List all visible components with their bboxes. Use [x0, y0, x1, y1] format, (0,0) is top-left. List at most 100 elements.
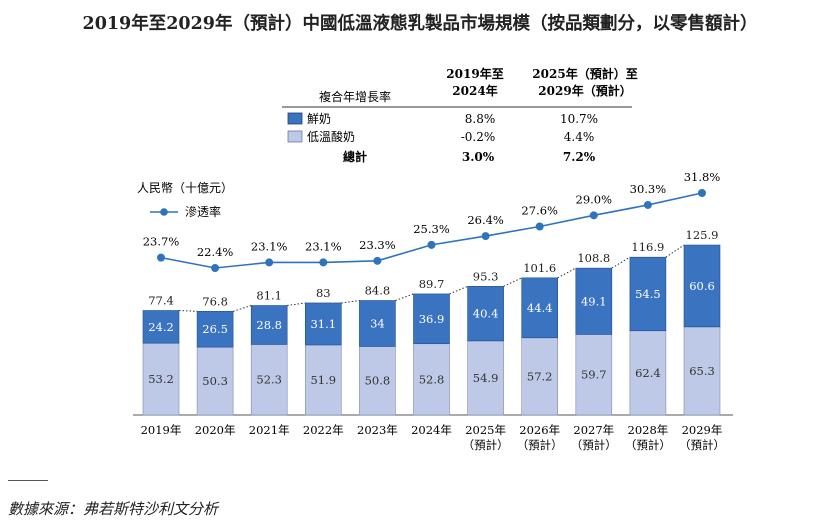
legend-swatch-yogurt [287, 130, 303, 143]
penetration-label: 31.8% [684, 170, 721, 184]
penetration-line-group [157, 189, 706, 272]
value-label-fresh-milk: 28.8 [256, 318, 282, 332]
penetration-point [535, 222, 544, 231]
bar-yogurt [467, 340, 504, 416]
penetration-point [481, 232, 490, 241]
total-connector [503, 277, 522, 287]
cagr-col2-line2: 2029年（預計） [538, 83, 631, 98]
x-tick-label: 2023年 [357, 423, 398, 437]
cagr-row-fresh-v2: 10.7% [560, 112, 598, 126]
penetration-label: 29.0% [576, 192, 613, 206]
value-label-yogurt: 59.7 [581, 368, 607, 382]
penetration-label: 30.3% [630, 182, 667, 196]
bar-fresh-milk [575, 267, 613, 335]
value-label-yogurt: 62.4 [635, 366, 661, 380]
bar-fresh-milk [196, 311, 234, 348]
x-tick-sublabel: （預計） [679, 438, 725, 452]
penetration-label: 23.7% [143, 235, 180, 249]
bar-yogurt [304, 344, 342, 416]
cagr-table: 複合年增長率 2019年至 2024年 2025年（預計）至 2029年（預計）… [282, 66, 638, 164]
penetration-point [265, 258, 274, 267]
legend-swatch-fresh-milk [287, 112, 303, 125]
total-connector [611, 256, 631, 269]
bar-fresh-milk [304, 302, 342, 346]
cagr-total-v1: 3.0% [462, 150, 495, 164]
label-group: 53.2 24.2 77.4 2019年 23.7% 50.3 26.5 76.8 2020年 2… [141, 170, 725, 452]
value-label-fresh-milk: 44.4 [527, 301, 553, 315]
cagr-row-yogurt-v1: -0.2% [461, 130, 496, 144]
value-label-yogurt: 51.9 [310, 373, 336, 387]
value-label-total: 76.8 [202, 294, 228, 308]
total-connector-group [178, 244, 685, 312]
value-label-yogurt: 52.8 [419, 372, 445, 386]
total-connector [449, 285, 468, 295]
value-label-total: 95.3 [473, 269, 499, 283]
x-tick-sublabel: （預計） [517, 438, 563, 452]
cagr-row-label-yogurt: 低溫酸奶 [307, 129, 355, 144]
value-label-fresh-milk: 54.5 [635, 287, 661, 301]
source-divider [8, 480, 48, 481]
value-label-fresh-milk: 31.1 [310, 317, 336, 331]
cagr-col2-line1: 2025年（預計）至 [532, 66, 637, 81]
total-connector [395, 293, 414, 301]
x-tick-label: 2020年 [195, 423, 236, 437]
total-connector [341, 300, 360, 304]
bar-yogurt [250, 344, 288, 416]
value-label-fresh-milk: 26.5 [202, 322, 228, 336]
chart-title: 2019年至2029年（預計）中國低溫液態乳製品市場規模（按品類劃分，以零售額計… [82, 14, 758, 34]
x-tick-label: 2026年 [519, 423, 560, 437]
value-label-fresh-milk: 60.6 [689, 279, 715, 293]
cagr-col1-line1: 2019年至 [446, 66, 503, 81]
value-label-total: 77.4 [148, 294, 174, 308]
value-label-total: 108.8 [577, 251, 610, 265]
x-tick-sublabel: （預計） [463, 438, 509, 452]
x-tick-label: 2025年 [465, 423, 506, 437]
bar-yogurt [683, 326, 721, 416]
cagr-row-yogurt-v2: 4.4% [564, 130, 595, 144]
cagr-total-v2: 7.2% [563, 150, 596, 164]
bar-fresh-milk [629, 256, 667, 332]
penetration-point [373, 256, 382, 265]
penetration-point [157, 253, 165, 262]
value-label-total: 125.9 [686, 228, 719, 242]
x-tick-label: 2024年 [411, 423, 452, 437]
bar-yogurt [142, 342, 180, 416]
value-label-yogurt: 50.3 [202, 374, 228, 388]
bar-fresh-milk [521, 277, 559, 339]
bar-fresh-milk [467, 286, 504, 342]
x-tick-label: 2027年 [573, 423, 614, 437]
x-tick-sublabel: （預計） [625, 438, 671, 452]
value-label-yogurt: 65.3 [689, 364, 715, 378]
value-label-yogurt: 57.2 [527, 369, 553, 383]
x-tick-label: 2029年 [682, 423, 723, 437]
penetration-point [427, 240, 436, 249]
x-tick-label: 2021年 [249, 423, 290, 437]
penetration-label: 23.1% [251, 239, 288, 253]
x-tick-label: 2022年 [303, 423, 344, 437]
penetration-point [589, 211, 598, 220]
penetration-label: 27.6% [521, 204, 558, 218]
cagr-total-label: 總計 [343, 149, 367, 164]
bar-fresh-milk [250, 305, 288, 345]
value-label-total: 116.9 [631, 240, 664, 254]
cagr-header-label: 複合年增長率 [319, 89, 391, 104]
value-label-total: 101.6 [523, 261, 556, 275]
bar-yogurt [413, 343, 450, 416]
value-label-yogurt: 53.2 [148, 372, 174, 386]
value-label-fresh-milk: 24.2 [148, 320, 174, 334]
value-label-yogurt: 52.3 [256, 373, 282, 387]
penetration-legend-label: 滲透率 [185, 204, 221, 219]
penetration-point [643, 200, 652, 209]
bar-group [142, 244, 721, 416]
bar-fresh-milk [142, 310, 180, 344]
value-label-total: 81.1 [256, 289, 282, 303]
penetration-legend-marker [160, 208, 168, 216]
value-label-fresh-milk: 40.4 [473, 307, 499, 321]
total-connector [178, 310, 198, 312]
penetration-label: 23.1% [305, 239, 342, 253]
penetration-point [319, 258, 328, 267]
total-connector [665, 244, 685, 258]
x-tick-sublabel: （預計） [571, 438, 617, 452]
bar-yogurt [521, 337, 559, 416]
